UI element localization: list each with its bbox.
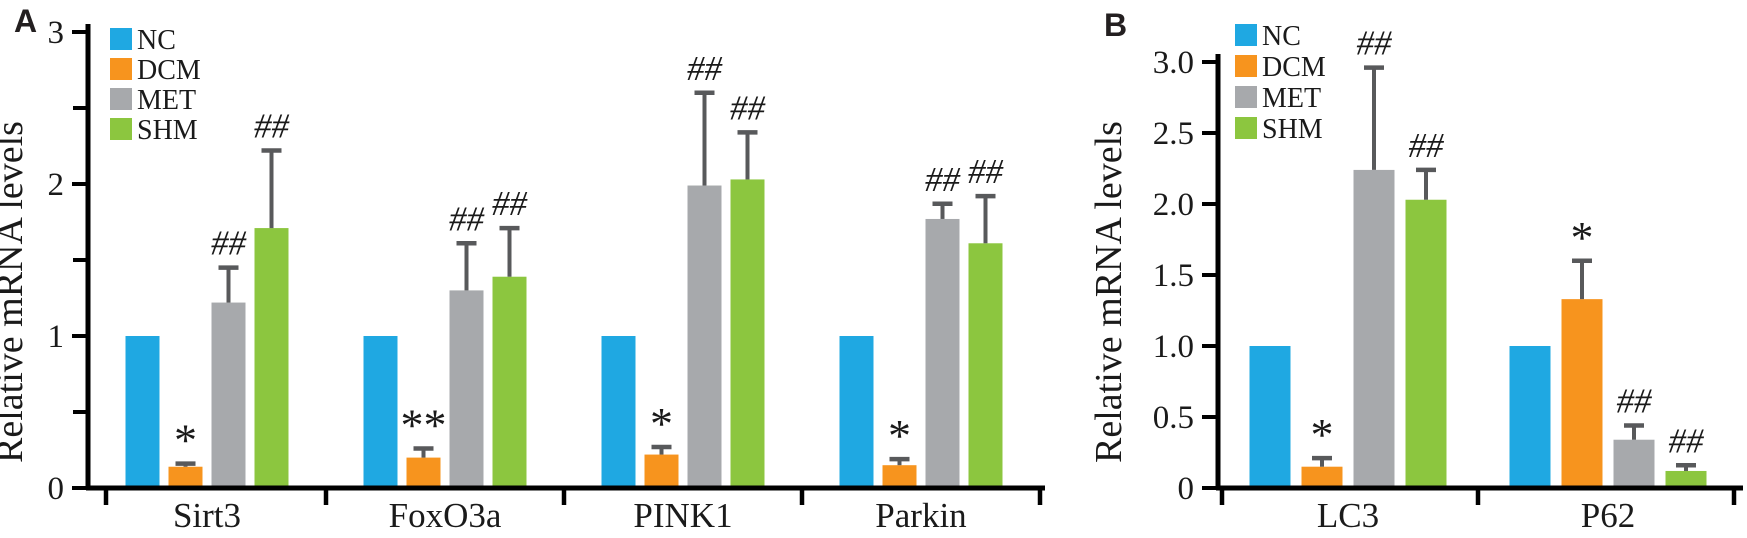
y-tick-label: 1.5 [1153, 258, 1194, 294]
legend-item-shm: SHM [110, 115, 198, 146]
bar-nc-p62 [1509, 346, 1551, 488]
significance-asterisk: * [650, 398, 673, 449]
legend-item-met: MET [1235, 83, 1321, 114]
significance-hash: ## [211, 224, 248, 263]
y-tick-label: 0 [48, 471, 65, 507]
y-tick-label: 2 [48, 167, 65, 203]
legend-label-dcm: DCM [1262, 52, 1326, 83]
panel-a-letter: A [14, 3, 38, 39]
significance-asterisk: ** [401, 399, 447, 450]
bar-nc-sirt3 [125, 336, 160, 488]
bar-dcm-parkin [882, 465, 917, 488]
significance-hash: ## [925, 160, 962, 199]
category-label: LC3 [1317, 496, 1379, 535]
bar-shm-pink1 [730, 179, 765, 488]
bar-dcm-sirt3 [168, 466, 203, 488]
bar-shm-p62 [1665, 470, 1707, 488]
legend-item-met: MET [110, 85, 196, 116]
legend-label-nc: NC [137, 25, 176, 56]
bar-shm-parkin [968, 243, 1003, 488]
significance-hash: ## [1409, 126, 1446, 165]
significance-asterisk: * [1311, 409, 1334, 460]
legend-item-dcm: DCM [110, 55, 201, 86]
y-tick-label: 3 [48, 15, 65, 51]
legend-swatch-nc [110, 28, 132, 50]
legend-label-shm: SHM [1262, 114, 1323, 145]
bar-nc-pink1 [601, 336, 636, 488]
significance-hash: ## [449, 199, 486, 238]
bar-nc-lc3 [1249, 346, 1291, 488]
legend-item-nc: NC [110, 25, 176, 56]
bar-met-lc3 [1353, 169, 1395, 489]
panel-b-letter: B [1104, 7, 1128, 43]
y-tick-label: 2.0 [1153, 187, 1194, 223]
category-label: P62 [1581, 496, 1635, 535]
bar-shm-foxo3a [492, 276, 527, 488]
legend-label-shm: SHM [137, 115, 198, 146]
y-tick-label: 1.0 [1153, 329, 1194, 365]
bar-nc-parkin [839, 336, 874, 488]
legend-item-nc: NC [1235, 21, 1301, 52]
legend-label-met: MET [1262, 83, 1321, 114]
bar-dcm-p62 [1561, 299, 1603, 488]
legend-swatch-met [1235, 86, 1257, 108]
bar-met-sirt3 [211, 302, 246, 488]
y-tick-label: 0 [1178, 471, 1195, 507]
legend-label-met: MET [137, 85, 196, 116]
legend-label-nc: NC [1262, 21, 1301, 52]
bar-shm-lc3 [1405, 199, 1447, 489]
category-label: FoxO3a [389, 496, 502, 535]
significance-hash: ## [492, 184, 529, 223]
bar-met-p62 [1613, 439, 1655, 488]
legend-item-dcm: DCM [1235, 52, 1326, 83]
legend-swatch-nc [1235, 24, 1257, 46]
legend-swatch-shm [110, 118, 132, 140]
significance-hash: ## [1617, 382, 1654, 421]
bar-met-parkin [925, 218, 960, 488]
y-tick-label: 2.5 [1153, 116, 1194, 152]
bar-met-foxo3a [449, 290, 484, 488]
legend-swatch-dcm [110, 58, 132, 80]
bar-dcm-foxo3a [406, 457, 441, 488]
legend-label-dcm: DCM [137, 55, 201, 86]
significance-hash: ## [968, 152, 1005, 191]
legend-swatch-dcm [1235, 55, 1257, 77]
y-tick-label: 1 [48, 319, 65, 355]
significance-hash: ## [730, 88, 767, 127]
bar-nc-foxo3a [363, 336, 398, 488]
significance-hash: ## [254, 107, 291, 146]
y-tick-label: 0.5 [1153, 400, 1194, 436]
significance-asterisk: * [174, 415, 197, 466]
bar-dcm-pink1 [644, 454, 679, 488]
category-label: PINK1 [633, 496, 732, 535]
bar-dcm-lc3 [1301, 466, 1343, 488]
significance-asterisk: * [888, 410, 911, 461]
bar-shm-sirt3 [254, 228, 289, 488]
legend-swatch-shm [1235, 117, 1257, 139]
category-label: Sirt3 [173, 496, 241, 535]
y-tick-label: 3.0 [1153, 45, 1194, 81]
significance-hash: ## [1669, 421, 1706, 460]
significance-hash: ## [687, 49, 724, 88]
category-label: Parkin [875, 496, 966, 535]
y-axis-title: Relative mRNA levels [0, 121, 31, 463]
legend-swatch-met [110, 88, 132, 110]
significance-hash: ## [1357, 24, 1394, 63]
y-axis-title: Relative mRNA levels [1088, 121, 1130, 463]
bar-met-pink1 [687, 185, 722, 488]
significance-asterisk: * [1571, 212, 1594, 263]
legend-item-shm: SHM [1235, 114, 1323, 145]
